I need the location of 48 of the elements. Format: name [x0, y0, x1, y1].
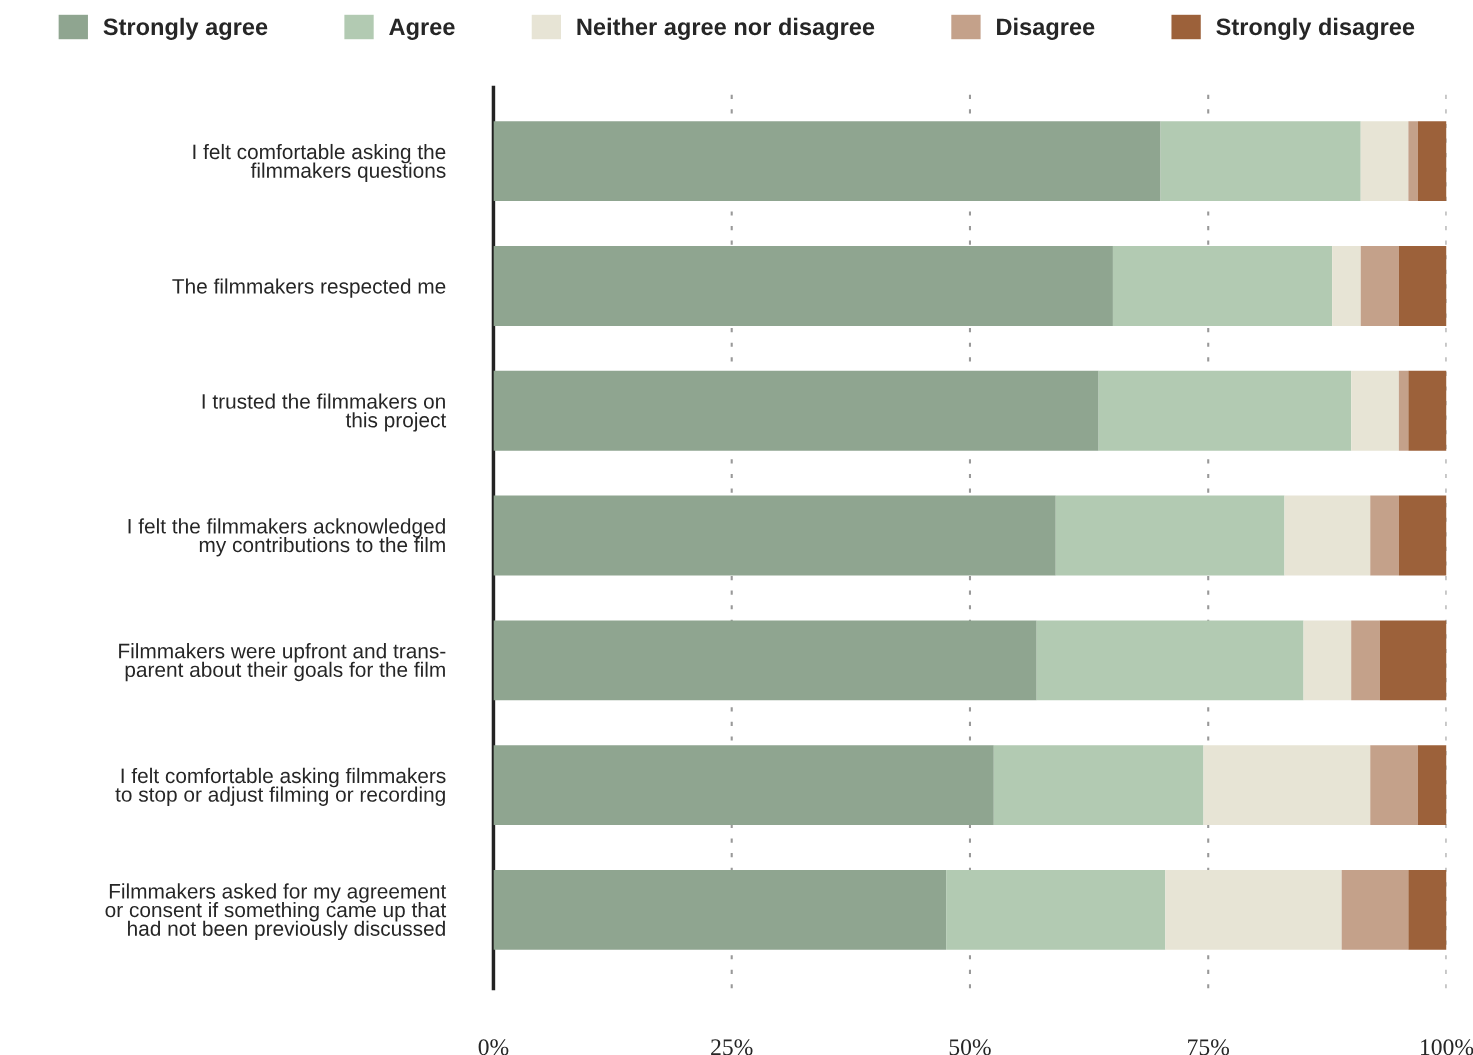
bar: [1379, 620, 1447, 701]
bar: [1351, 370, 1399, 451]
bar: [1112, 246, 1333, 326]
bar: [1370, 745, 1418, 826]
x-tick-label: 0%: [478, 1039, 509, 1055]
bar: [493, 370, 1099, 451]
y-tick-label: I felt the filmmakers acknowledged my contributions to the film: [128, 518, 445, 557]
bar: [1351, 620, 1380, 701]
bar: [1398, 246, 1447, 326]
bar: [1360, 246, 1399, 326]
y-tick-label: I felt comfortable asking the filmmakers questions: [193, 143, 446, 183]
bar: [1160, 121, 1361, 202]
x-tick-label: 100%: [1421, 1039, 1473, 1055]
bar: [1036, 620, 1304, 701]
bar: [1408, 370, 1447, 451]
bar: [1398, 370, 1409, 451]
x-tick-label: 50%: [949, 1039, 991, 1055]
bar: [1360, 121, 1409, 202]
bar: [1408, 869, 1447, 950]
legend-label: Strongly agree: [103, 17, 268, 40]
bar: [1303, 620, 1352, 701]
bar: [1341, 869, 1409, 950]
x-tick-label: 75%: [1188, 1039, 1230, 1055]
bar: [993, 745, 1204, 826]
bar: [1203, 745, 1371, 826]
bar: [1398, 495, 1447, 576]
y-tick-label: Filmmakers were upfront and trans- parent about their goals for the film: [119, 643, 446, 682]
y-tick-label: Filmmakers asked for my agreement or consent if something came up that had not been previously discussed: [105, 883, 447, 941]
bar: [1408, 121, 1418, 202]
bar: [1165, 869, 1342, 950]
bar: [1370, 495, 1399, 576]
y-tick-label: The filmmakers respected me: [172, 278, 446, 298]
y-tick-label: I felt comfortable asking filmmakers to stop or adjust filming or recording: [115, 767, 446, 806]
y-tick-label: I trusted the filmmakers on this project: [202, 393, 447, 432]
legend-label: Disagree: [997, 17, 1095, 40]
bar: [1332, 246, 1361, 326]
bar: [1284, 495, 1371, 576]
legend-label: Agree: [389, 18, 455, 40]
bar: [1055, 495, 1285, 576]
x-tick-label: 25%: [711, 1039, 753, 1055]
bar: [946, 869, 1166, 950]
bar: [493, 121, 1161, 202]
bar: [1417, 745, 1447, 826]
bar: [1098, 370, 1352, 451]
bar: [493, 620, 1037, 701]
legend-label: Strongly disagree: [1216, 17, 1415, 40]
bar: [1417, 121, 1447, 202]
legend-label: Neither agree nor disagree: [577, 17, 875, 40]
